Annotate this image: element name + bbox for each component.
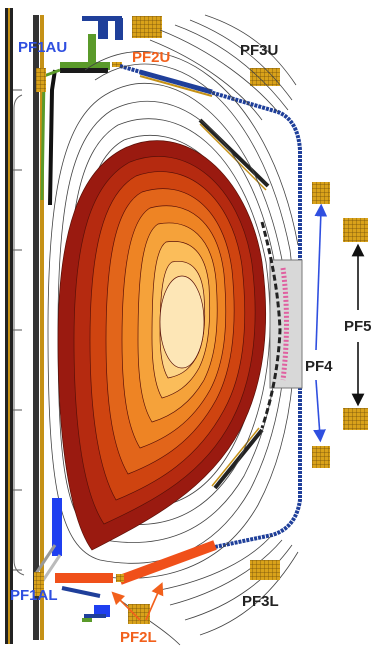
label-pf3u: PF3U (240, 42, 278, 59)
label-pf2l: PF2L (120, 629, 157, 646)
pf4-arrow-down (313, 379, 326, 443)
pf4-arrow-up (314, 203, 328, 351)
upper-stack-coil (36, 68, 46, 92)
plasma-contours (57, 140, 267, 551)
pf4-upper-coil (312, 182, 330, 204)
pf2l-arrow-right (145, 582, 164, 621)
pf3l-coil (250, 560, 280, 580)
central-column (5, 8, 44, 644)
label-pf4: PF4 (305, 358, 333, 375)
pf3u-coil (250, 68, 280, 86)
lower-divertor (33, 498, 217, 624)
label-pf2u: PF2U (132, 49, 170, 66)
lower-baffle (211, 427, 264, 490)
label-pf5: PF5 (344, 318, 372, 335)
label-pf1al: PF1AL (10, 587, 58, 604)
label-pf1au: PF1AU (18, 39, 67, 56)
pf2u-coil (132, 16, 162, 38)
pf4-lower-coil (312, 446, 330, 468)
pf2l-arrow-left (111, 591, 141, 621)
pf5-upper-coil (343, 218, 368, 242)
label-pf3l: PF3L (242, 593, 279, 610)
upper-baffle (139, 69, 270, 191)
outboard-wall (260, 221, 282, 429)
plasma-core (159, 275, 205, 369)
pf5-lower-coil (343, 408, 368, 430)
